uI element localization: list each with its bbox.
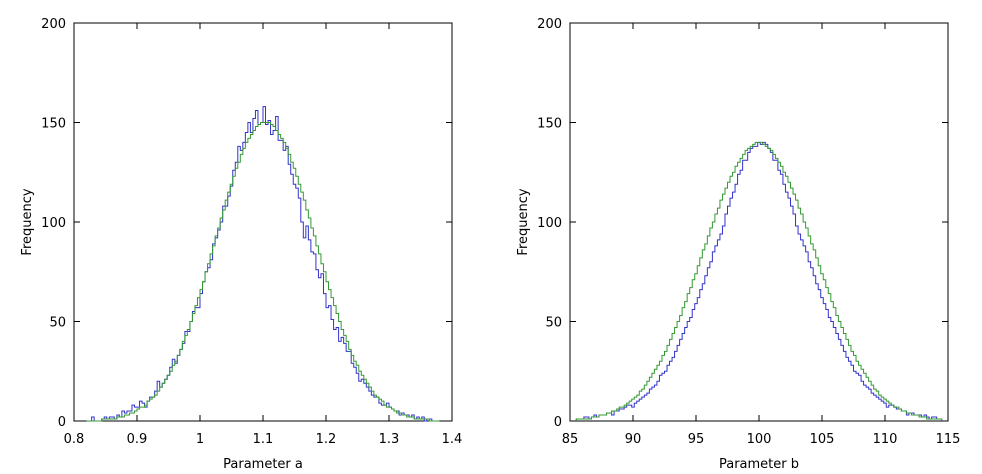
y-tick-label: 150: [41, 117, 66, 132]
axis-ticks: 85 90 95 100 105 110 115 0 50 100 150 200: [537, 17, 960, 447]
y-tick-label: 150: [537, 117, 562, 132]
x-tick-label: 0.8: [64, 432, 85, 447]
x-tick-label: 105: [810, 432, 835, 447]
plot-frame: [73, 22, 453, 422]
histogram-plot-a: 0.8 0.9 1 1.1 1.2 1.3 1.4 0 50 100 150 200 Paramete…: [20, 17, 462, 472]
x-tick-label: 1.3: [379, 432, 400, 447]
y-tick-label: 0: [554, 415, 562, 430]
histogram-series-line: [86, 106, 440, 422]
plot-frame: [569, 22, 949, 422]
y-tick-label: 50: [545, 316, 562, 331]
y-axis-label: Frequency: [516, 188, 531, 255]
fitted-curve-line: [575, 141, 943, 421]
x-axis-label: Parameter b: [719, 457, 799, 472]
x-tick-label: 95: [688, 432, 705, 447]
y-tick-label: 50: [49, 316, 66, 331]
x-tick-label: 110: [873, 432, 898, 447]
x-tick-label: 1.2: [316, 432, 337, 447]
y-tick-label: 100: [41, 216, 66, 231]
histogram-series-group: [86, 106, 440, 422]
x-tick-label: 0.9: [127, 432, 148, 447]
axis-ticks: 0.8 0.9 1 1.1 1.2 1.3 1.4 0 50 100 150 200: [41, 17, 462, 447]
histogram-series-group: [575, 141, 943, 421]
x-axis-label: Parameter a: [223, 457, 303, 472]
x-tick-label: 1.1: [253, 432, 274, 447]
y-tick-label: 0: [58, 415, 66, 430]
x-tick-label: 1: [196, 432, 204, 447]
histogram-series-line: [575, 141, 943, 421]
y-axis-label: Frequency: [20, 188, 35, 255]
x-tick-label: 90: [625, 432, 642, 447]
x-tick-label: 1.4: [442, 432, 463, 447]
y-tick-label: 200: [41, 17, 66, 32]
x-tick-label: 100: [747, 432, 772, 447]
fitted-curve-line: [86, 122, 440, 422]
y-tick-label: 200: [537, 17, 562, 32]
x-tick-label: 85: [562, 432, 579, 447]
y-tick-label: 100: [537, 216, 562, 231]
histogram-plot-b: 85 90 95 100 105 110 115 0 50 100 150 200 Parameter…: [516, 17, 960, 472]
x-tick-label: 115: [936, 432, 961, 447]
